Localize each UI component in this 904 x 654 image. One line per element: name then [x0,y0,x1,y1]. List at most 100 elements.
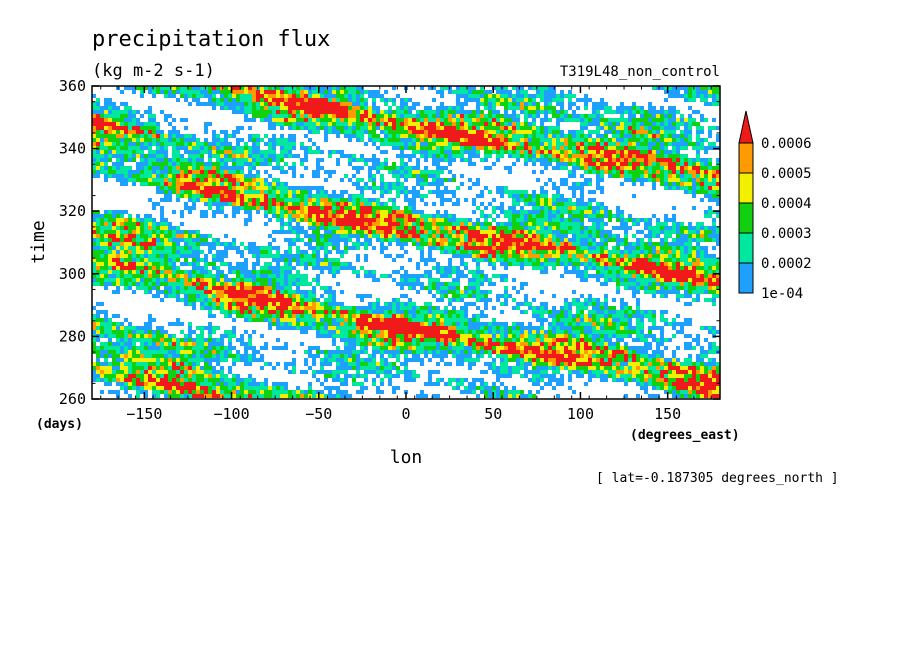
field-cell [436,194,440,198]
field-cell [416,166,420,170]
field-cell [172,246,176,250]
field-cell [284,86,288,90]
field-cell [552,238,556,242]
field-cell [572,170,576,174]
field-cell [640,254,644,258]
field-cell [492,238,496,242]
field-cell [444,138,448,142]
field-cell [212,214,216,218]
field-cell [148,150,152,154]
field-cell [200,242,204,246]
field-cell [452,178,456,182]
field-cell [368,94,372,98]
field-cell [652,126,656,130]
field-cell [624,226,628,230]
field-cell [196,90,200,94]
field-cell [348,246,352,250]
field-cell [684,130,688,134]
field-cell [384,126,388,130]
field-cell [340,198,344,202]
field-cell [336,230,340,234]
field-cell [176,246,180,250]
field-cell [528,218,532,222]
field-cell [608,230,612,234]
field-cell [132,234,136,238]
field-cell [480,238,484,242]
field-cell [636,174,640,178]
field-cell [172,186,176,190]
field-cell [364,206,368,210]
field-cell [676,234,680,238]
field-cell [628,178,632,182]
field-cell [560,134,564,138]
field-cell [712,210,716,214]
field-cell [212,186,216,190]
field-cell [480,258,484,262]
field-cell [420,218,424,222]
field-cell [616,166,620,170]
field-cell [344,86,348,90]
field-cell [452,118,456,122]
field-cell [548,146,552,150]
field-cell [472,90,476,94]
field-cell [236,146,240,150]
field-cell [436,214,440,218]
field-cell [280,142,284,146]
field-cell [144,214,148,218]
field-cell [612,158,616,162]
field-cell [132,150,136,154]
field-cell [220,262,224,266]
field-cell [664,118,668,122]
field-cell [352,182,356,186]
field-cell [324,230,328,234]
field-cell [364,142,368,146]
field-cell [180,230,184,234]
field-cell [436,110,440,114]
field-cell [100,246,104,250]
field-cell [664,234,668,238]
field-cell [280,134,284,138]
field-cell [420,174,424,178]
field-cell [476,234,480,238]
field-cell [240,194,244,198]
field-cell [672,134,676,138]
field-cell [560,142,564,146]
field-cell [692,238,696,242]
field-cell [156,178,160,182]
field-cell [700,142,704,146]
field-cell [96,130,100,134]
field-cell [608,106,612,110]
field-cell [672,114,676,118]
field-cell [160,174,164,178]
field-cell [708,174,712,178]
field-cell [536,198,540,202]
field-cell [416,194,420,198]
field-cell [524,154,528,158]
field-cell [688,86,692,90]
field-cell [536,226,540,230]
field-cell [676,170,680,174]
field-cell [144,146,148,150]
field-cell [460,218,464,222]
field-cell [484,90,488,94]
field-cell [540,234,544,238]
field-cell [132,114,136,118]
field-cell [436,158,440,162]
field-cell [292,174,296,178]
field-cell [536,206,540,210]
field-cell [100,110,104,114]
field-cell [688,98,692,102]
field-cell [128,174,132,178]
field-cell [364,122,368,126]
field-cell [588,210,592,214]
field-cell [644,250,648,254]
field-cell [372,190,376,194]
field-cell [636,126,640,130]
field-cell [320,110,324,114]
field-cell [476,154,480,158]
field-cell [320,218,324,222]
field-cell [120,258,124,262]
field-cell [440,106,444,110]
field-cell [428,238,432,242]
field-cell [588,158,592,162]
